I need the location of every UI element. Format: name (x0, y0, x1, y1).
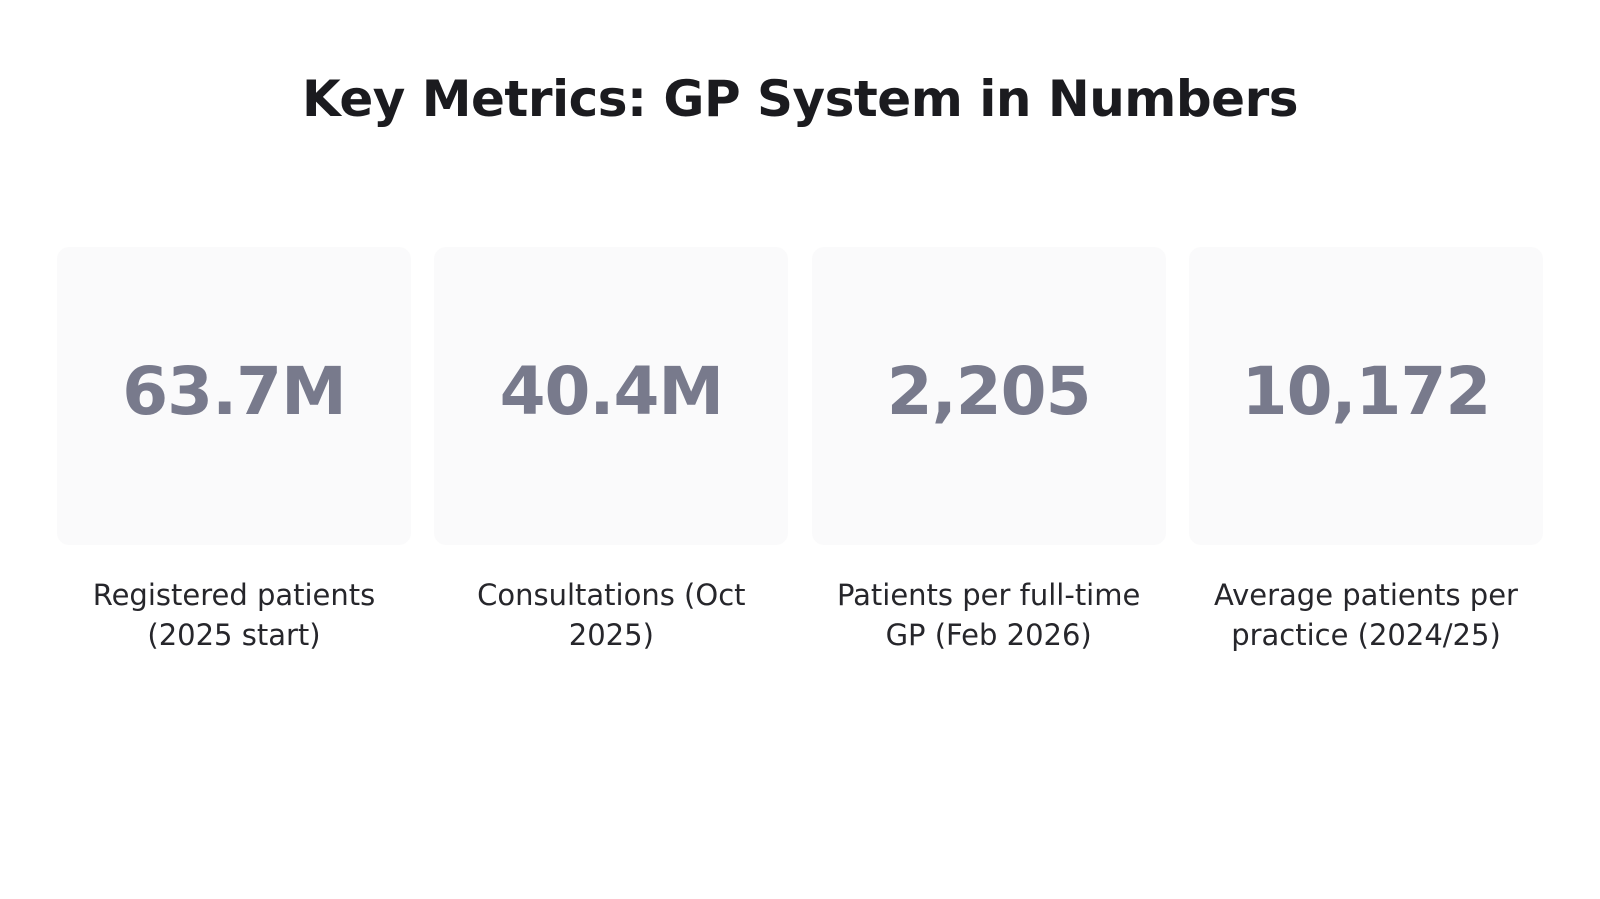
metric-value: 10,172 (1241, 352, 1492, 430)
metric-registered-patients: 63.7M Registered patients (2025 start) (57, 247, 411, 655)
metric-patients-per-gp: 2,205 Patients per full-time GP (Feb 202… (811, 247, 1166, 655)
metric-value: 63.7M (122, 352, 347, 430)
metric-card: 40.4M (434, 247, 789, 545)
page-title: Key Metrics: GP System in Numbers (301, 70, 1299, 128)
metric-card: 2,205 (811, 247, 1166, 545)
metric-card: 63.7M (57, 247, 411, 545)
metric-value: 40.4M (499, 352, 725, 430)
metric-label: Average patients per practice (2024/25) (1213, 578, 1518, 652)
metric-patients-per-practice: 10,172 Average patients per practice (20… (1188, 247, 1543, 655)
metric-label: Patients per full-time GP (Feb 2026) (836, 578, 1141, 652)
metrics-row: 63.7M Registered patients (2025 start) 4… (57, 247, 1543, 655)
metric-consultations: 40.4M Consultations (Oct 2025) (434, 247, 789, 655)
metric-card: 10,172 (1188, 247, 1543, 545)
metric-label: Registered patients (2025 start) (92, 578, 376, 652)
metric-value: 2,205 (886, 352, 1092, 430)
metric-label: Consultations (Oct 2025) (477, 578, 746, 652)
